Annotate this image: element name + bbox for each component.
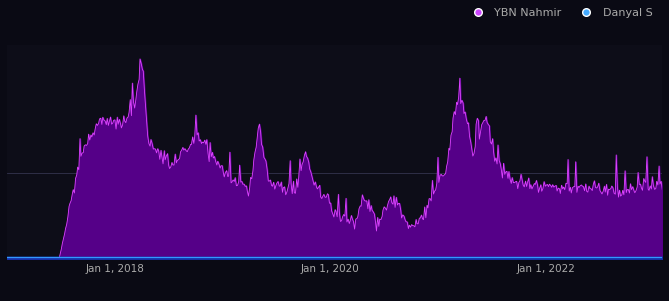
Legend: YBN Nahmir, Danyal S: YBN Nahmir, Danyal S bbox=[462, 4, 657, 23]
